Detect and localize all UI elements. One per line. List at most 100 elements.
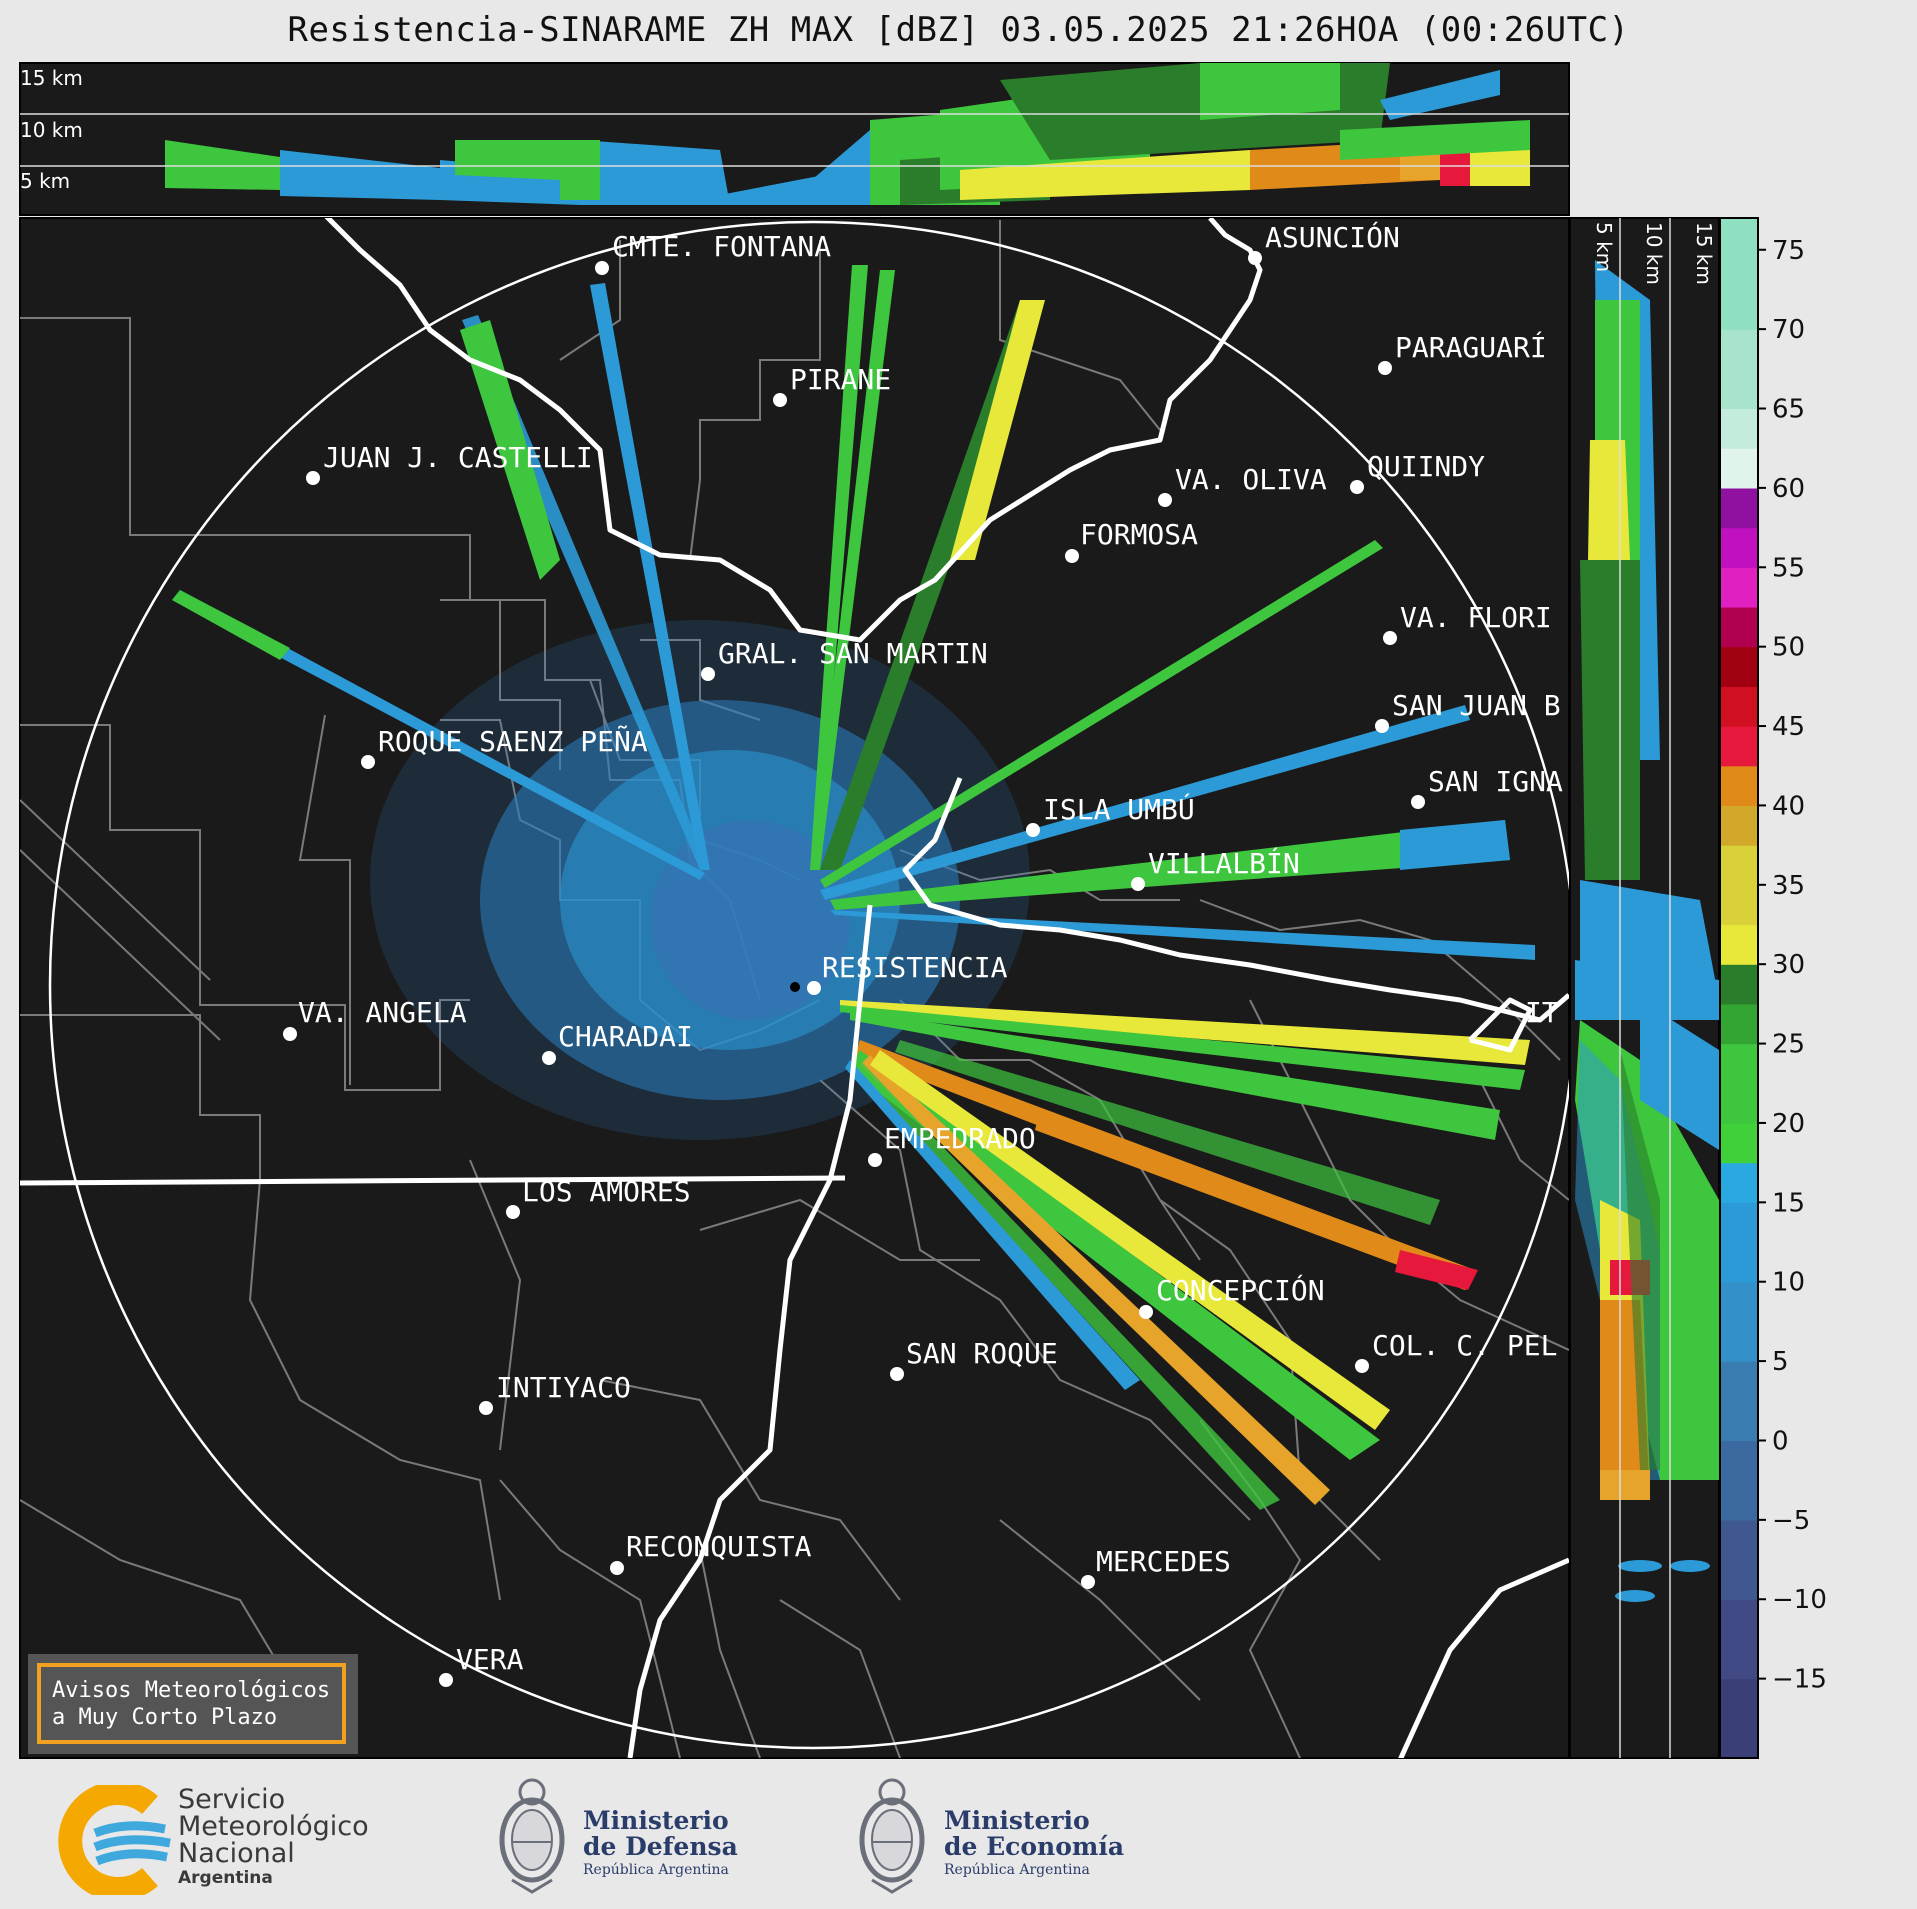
colorbar-block [1720,1122,1758,1164]
svg-text:FORMOSA: FORMOSA [1080,518,1198,551]
city-formosa: FORMOSA [1065,518,1198,563]
svg-text:ROQUE SAENZ PEÑA: ROQUE SAENZ PEÑA [378,724,648,758]
colorbar-tick-label: 70 [1772,315,1805,345]
colorbar-block [1720,1281,1758,1323]
colorbar-block [1720,1480,1758,1521]
svg-text:COL. C. PEL: COL. C. PEL [1372,1329,1557,1362]
defensa-line-2: de Defensa [583,1832,738,1861]
colorbar-block [1720,1043,1758,1084]
city-charadai: CHARADAI [542,1020,693,1065]
city-villalbin: VILLALBÍN [1131,846,1300,891]
svg-text:MERCEDES: MERCEDES [1096,1545,1231,1578]
svg-text:VILLALBÍN: VILLALBÍN [1148,846,1300,880]
city-reconquista: RECONQUISTA [610,1530,812,1575]
colorbar-block [1720,884,1758,926]
colorbar-block [1720,1003,1758,1045]
svg-text:EMPEDRADO: EMPEDRADO [884,1122,1036,1155]
city-roque-saenz-pena: ROQUE SAENZ PEÑA [361,724,648,769]
city-san-ignacio: SAN IGNA [1411,765,1563,809]
colorbar-block [1720,1321,1758,1362]
colorbar-tick-label: 55 [1772,553,1805,583]
colorbar-tick-label: −15 [1772,1665,1827,1695]
top-cross-section-panel: 15 km 10 km 5 km [19,62,1570,216]
colorbar-block [1720,1440,1758,1481]
range-ring [48,220,1569,1750]
footer-logos: Servicio Meteorológico Nacional Argentin… [0,1760,1917,1909]
svg-text:RECONQUISTA: RECONQUISTA [626,1530,812,1563]
city-gral-san-martin: GRAL. SAN MARTIN [701,637,988,681]
colorbar-block [1720,329,1758,370]
warning-line-1: Avisos Meteorológicos [52,1678,330,1703]
city-va-angela: VA. ANGELA [283,996,467,1041]
colorbar-tick-label: 75 [1772,236,1805,266]
colorbar-block [1720,1718,1758,1759]
colorbar-tick-label: 0 [1772,1426,1789,1456]
svg-text:GRAL. SAN MARTIN: GRAL. SAN MARTIN [718,637,988,670]
warning-box[interactable]: Avisos Meteorológicos a Muy Corto Plazo [28,1654,358,1754]
side-height-label: 5 km [1592,222,1616,272]
colorbar-tick-label: 30 [1772,950,1805,980]
svg-text:VA. ANGELA: VA. ANGELA [298,996,467,1029]
city-quiindy: QUIINDY [1350,450,1485,494]
svg-text:PIRANE: PIRANE [790,363,891,396]
colorbar-block [1720,1242,1758,1283]
economia-line-2: de Economía [944,1832,1125,1861]
city-va-oliva: VA. OLIVA [1158,463,1327,507]
smn-logo-text: Servicio Meteorológico Nacional Argentin… [178,1786,369,1889]
city-col-c-pellegrini: COL. C. PEL [1355,1329,1557,1373]
colorbar-block [1720,1599,1758,1640]
side-height-label: 15 km [1692,222,1716,285]
smn-line-1: Servicio [178,1784,286,1815]
colorbar-tick-label: 60 [1772,474,1805,504]
colorbar-block [1720,408,1758,449]
svg-text:SAN JUAN B: SAN JUAN B [1392,689,1561,722]
colorbar-block [1720,218,1758,251]
city-mercedes: MERCEDES [1081,1545,1231,1589]
colorbar-block [1720,448,1758,489]
city-isla-umbu: ISLA UMBÚ [1026,792,1195,837]
colorbar-tick-label: 20 [1772,1109,1805,1139]
colorbar-block [1720,1519,1758,1561]
svg-text:CONCEPCIÓN: CONCEPCIÓN [1156,1273,1325,1307]
city-intiyaco: INTIYACO [479,1371,631,1415]
city-layer: CMTE. FONTANA ASUNCIÓN PARAGUARÍ PIRANE … [283,220,1563,1687]
colorbar-block [1720,487,1758,529]
economia-line-1: Ministerio [944,1806,1090,1835]
svg-text:PARAGUARÍ: PARAGUARÍ [1395,330,1547,364]
ministerio-economia-text: Ministerio de Economía República Argenti… [944,1808,1124,1880]
colorbar-block [1720,249,1758,291]
colorbar-block [1720,805,1758,846]
radar-echo-rays [172,265,1535,1510]
colorbar-block [1720,527,1758,568]
colorbar-tick-label: 10 [1772,1268,1805,1298]
svg-text:CHARADAI: CHARADAI [558,1020,693,1053]
city-resistencia: RESISTENCIA [807,951,1008,995]
city-pirane: PIRANE [773,363,891,407]
colorbar-block [1720,1083,1758,1124]
svg-text:LOS AMORES: LOS AMORES [522,1175,691,1208]
colorbar-tick-label: 40 [1772,791,1805,821]
city-vera: VERA [439,1643,524,1687]
city-ita-ibate: IT [1525,996,1559,1029]
colorbar-block [1720,924,1758,965]
colorbar-block [1720,1162,1758,1203]
svg-text:CMTE. FONTANA: CMTE. FONTANA [612,230,831,263]
colorbar-tick-label: 45 [1772,712,1805,742]
top-echo-bands [165,63,1530,205]
radar-map [19,217,1570,1759]
colorbar-block [1720,1202,1758,1243]
smn-line-2: Meteorológico [178,1811,369,1842]
colorbar-block [1720,1361,1758,1402]
warning-line-2: a Muy Corto Plazo [52,1705,277,1730]
colorbar-block [1720,1638,1758,1680]
colorbar-tick-label: 35 [1772,871,1805,901]
colorbar-tick-label: −10 [1772,1585,1827,1615]
city-va-florida: VA. FLORI [1383,601,1552,645]
svg-text:ASUNCIÓN: ASUNCIÓN [1265,220,1400,254]
city-san-roque: SAN ROQUE [890,1337,1058,1381]
defensa-line-1: Ministerio [583,1806,729,1835]
side-cross-section-panel: 5 km 10 km 15 km [1569,217,1720,1759]
colorbar-tick-label: 25 [1772,1030,1805,1060]
